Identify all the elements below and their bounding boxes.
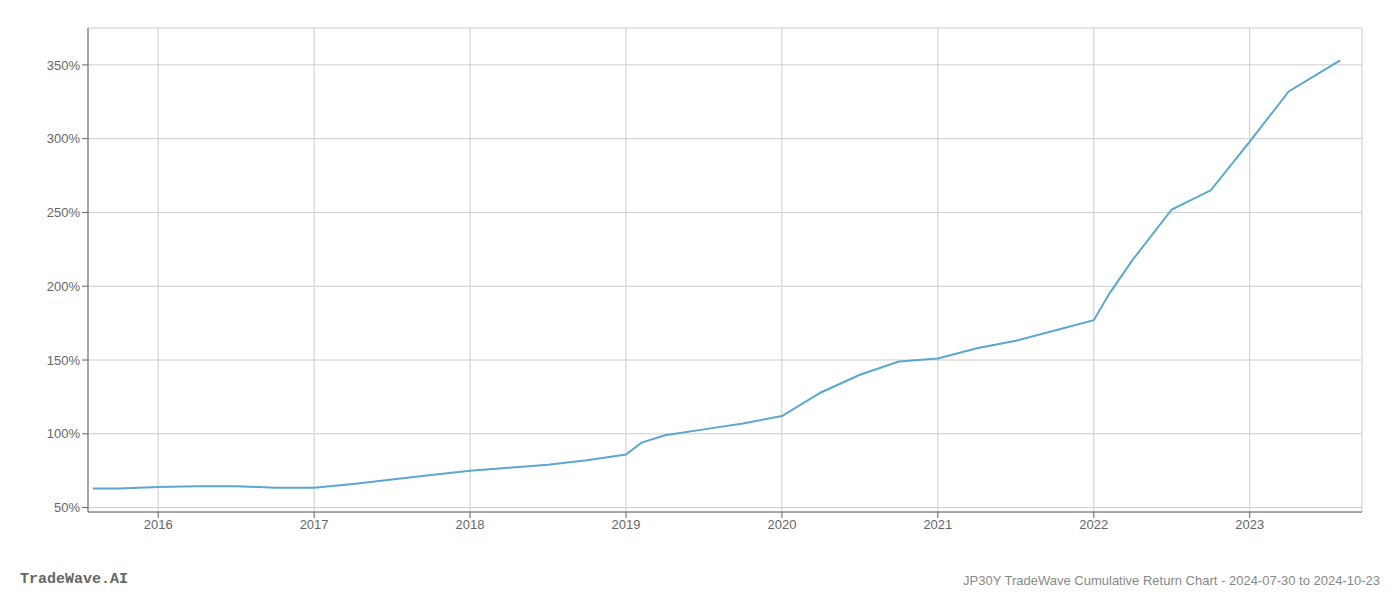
svg-text:2019: 2019 [612, 517, 641, 532]
svg-text:2022: 2022 [1079, 517, 1108, 532]
html-text:JP30Y TradeWave Cumulative Ret: JP30Y TradeWave Cumulative Return Chart … [963, 573, 1380, 588]
svg-text:200%: 200% [47, 279, 81, 294]
html-text:TradeWave.AI: TradeWave.AI [20, 571, 128, 588]
svg-text:2021: 2021 [923, 517, 952, 532]
svg-text:250%: 250% [47, 205, 81, 220]
svg-text:2023: 2023 [1235, 517, 1264, 532]
svg-text:300%: 300% [47, 131, 81, 146]
svg-text:2020: 2020 [767, 517, 796, 532]
svg-text:100%: 100% [47, 426, 81, 441]
svg-text:350%: 350% [47, 58, 81, 73]
svg-text:2016: 2016 [144, 517, 173, 532]
svg-text:2018: 2018 [456, 517, 485, 532]
svg-text:150%: 150% [47, 353, 81, 368]
svg-text:50%: 50% [54, 500, 80, 515]
svg-text:2017: 2017 [300, 517, 329, 532]
